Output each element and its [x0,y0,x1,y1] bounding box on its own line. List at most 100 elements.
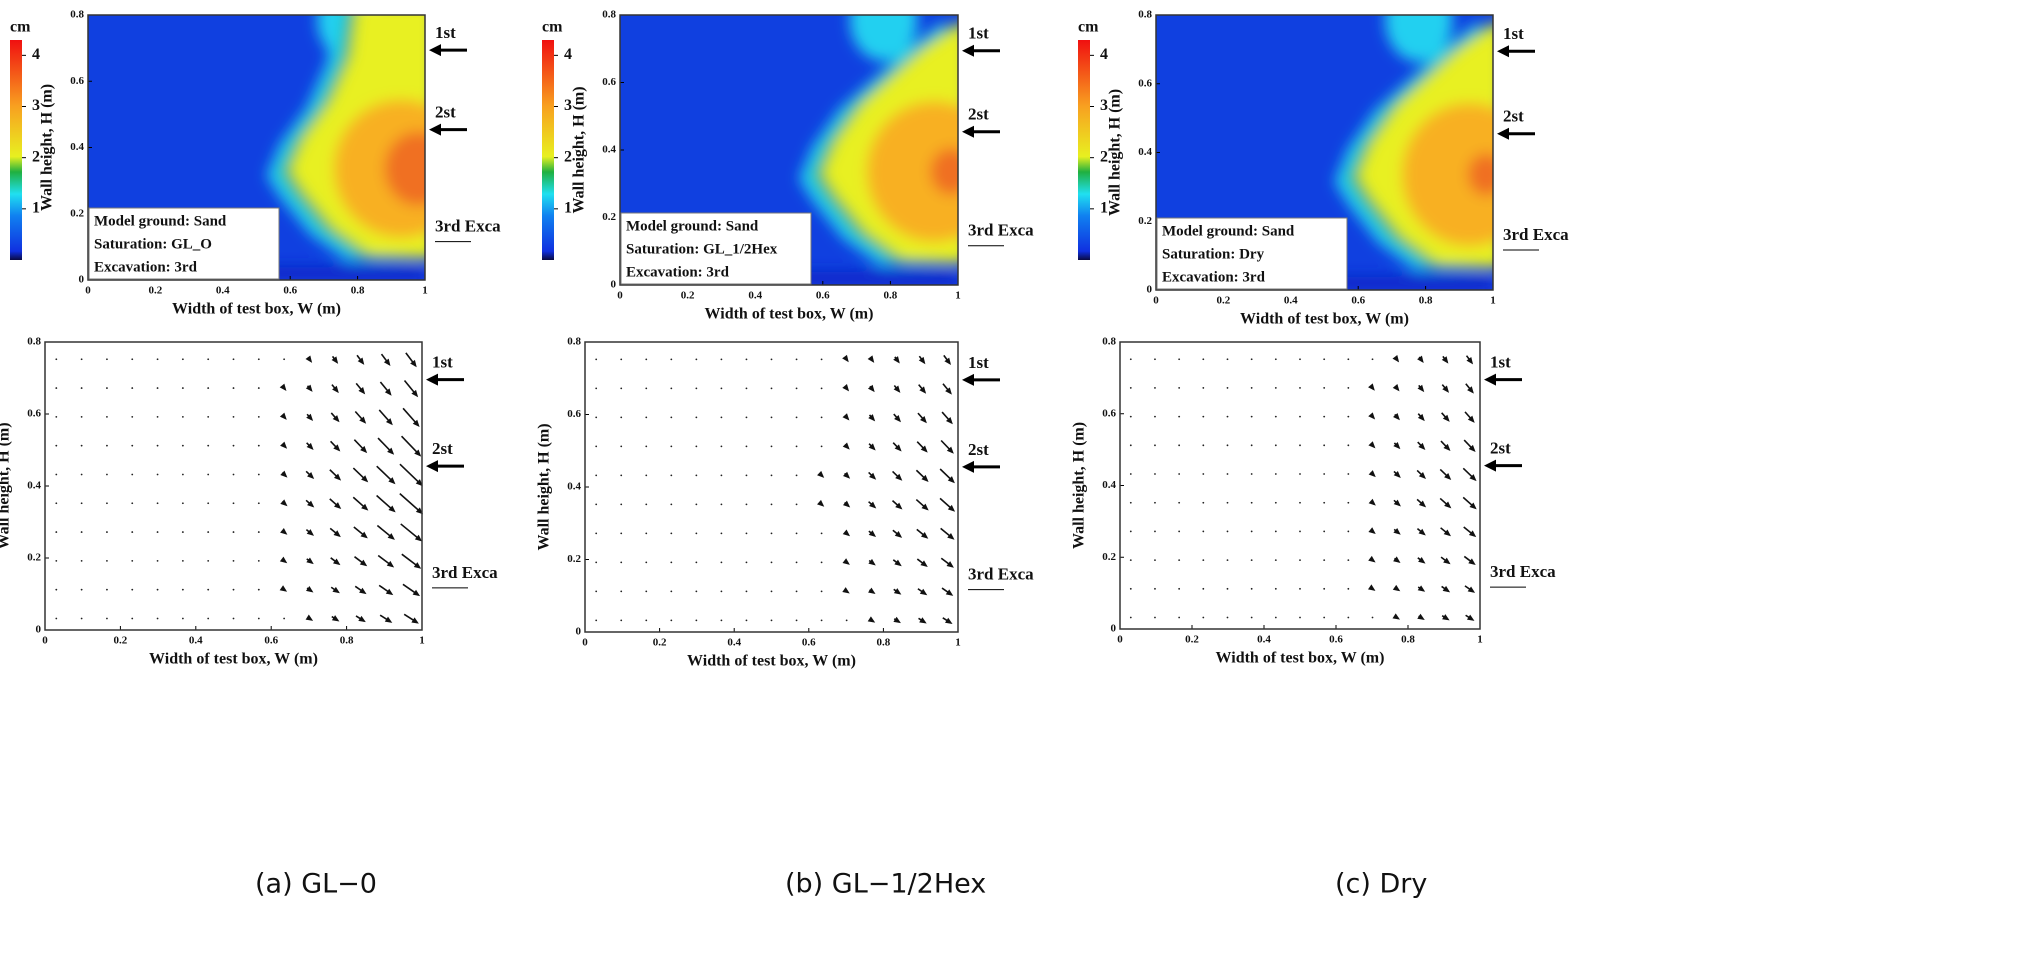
plot-frame [619,14,959,286]
vector-head [333,444,341,452]
annotation: 3rd Exca [1490,562,1556,581]
vector-head [921,503,929,511]
vector-head [388,505,396,513]
vector-head [1442,585,1451,593]
vector-dot [1250,473,1253,475]
y-tick-label: 0.4 [70,141,84,153]
vector-dot [1274,415,1277,418]
vector-dot [1154,415,1156,418]
vector-head [867,355,875,363]
vector-head [359,559,368,567]
vector-dot [207,617,210,620]
x-tick-label: 0.8 [340,635,354,647]
vector-head [1368,498,1376,506]
x-tick-label: 0.2 [653,637,667,649]
colorbar-tick-label: 1 [32,200,40,217]
vector-dot [131,559,134,562]
vector-head [1418,442,1426,451]
colorbar-tick-label: 1 [1100,200,1108,217]
colorbar-tick-label: 3 [1100,97,1108,114]
vector-head [868,414,876,422]
x-tick-label: 0.6 [802,637,816,649]
vector-dot [1274,473,1277,475]
vector-head [387,533,395,540]
vector-head [918,356,926,365]
level-arrow-head [962,460,974,473]
vector-dot [795,561,798,564]
vector-head [893,588,902,595]
vector-head [384,388,392,396]
annotation: 2st [968,105,989,124]
vector-dot [257,502,260,505]
plot-frame [584,341,959,633]
legend-text: Saturation: GL_O [94,236,212,252]
plot-bg [1120,342,1480,629]
annotation: 1st [432,353,453,372]
vector-dot [1250,530,1253,533]
annotation: 2st [432,439,453,458]
vector-head [1469,474,1477,482]
vector-dot [820,532,823,535]
vector-head [358,387,366,395]
vector-dot [1250,387,1253,389]
vector-head [333,530,341,538]
vector-dot [695,445,698,448]
vector-dot [55,617,58,620]
x-tick-label: 1 [955,290,961,302]
vector-dot [770,590,773,593]
vector-head [894,444,902,452]
vector-head [920,445,928,453]
vector-dot [232,617,235,620]
vector-dot [745,445,748,448]
vector-dot [670,474,673,477]
legend-box [88,207,280,280]
x-tick-label: 0.6 [1329,634,1343,646]
vector-head [1442,385,1450,393]
vector-dot [770,474,773,477]
vector-dot [620,619,623,622]
vector-dot [232,559,235,562]
vector-head [1367,584,1376,591]
y-axis-label: Wall height, H (m) [1071,422,1088,549]
vector-head [1467,415,1475,423]
vector-dot [745,474,748,477]
vector-dot [232,502,235,505]
vector-head [414,449,422,457]
vector-dot [695,619,698,622]
vector-dot [257,588,260,591]
x-tick-label: 0.4 [727,637,741,649]
vector-head [387,447,395,455]
annotation: 1st [435,23,456,42]
vector-dot [55,473,58,476]
vector-dot [1202,559,1205,562]
vector-dot [1274,616,1277,619]
vector-head [280,470,288,478]
vector-dot [1178,358,1181,361]
vector-head [867,384,875,393]
vector-dot [645,561,648,564]
vector-head [1469,502,1477,510]
vector-dot [1274,501,1277,504]
vector-head [385,588,394,596]
vector-dot [1178,587,1181,590]
field-orange [334,99,425,238]
vector-dot [1202,530,1205,533]
colorbar-tick-label: 4 [32,46,40,63]
vector-dot [595,387,598,390]
vector-head [411,617,419,624]
vector-dot [106,387,108,389]
vector-head [868,558,876,566]
y-tick-label: 0.2 [70,207,84,219]
vector-dot [1347,530,1350,533]
x-tick-label: 0 [1117,634,1123,646]
vector-dot [1274,530,1277,533]
vector-dot [55,358,58,361]
y-tick-label: 0.4 [602,144,616,156]
vector-dot [1323,616,1326,619]
vector-head [944,357,952,365]
vector-dot [232,415,235,418]
x-tick-label: 0.8 [877,637,891,649]
vector-head [945,416,953,425]
y-tick-label: 0.2 [602,211,616,223]
